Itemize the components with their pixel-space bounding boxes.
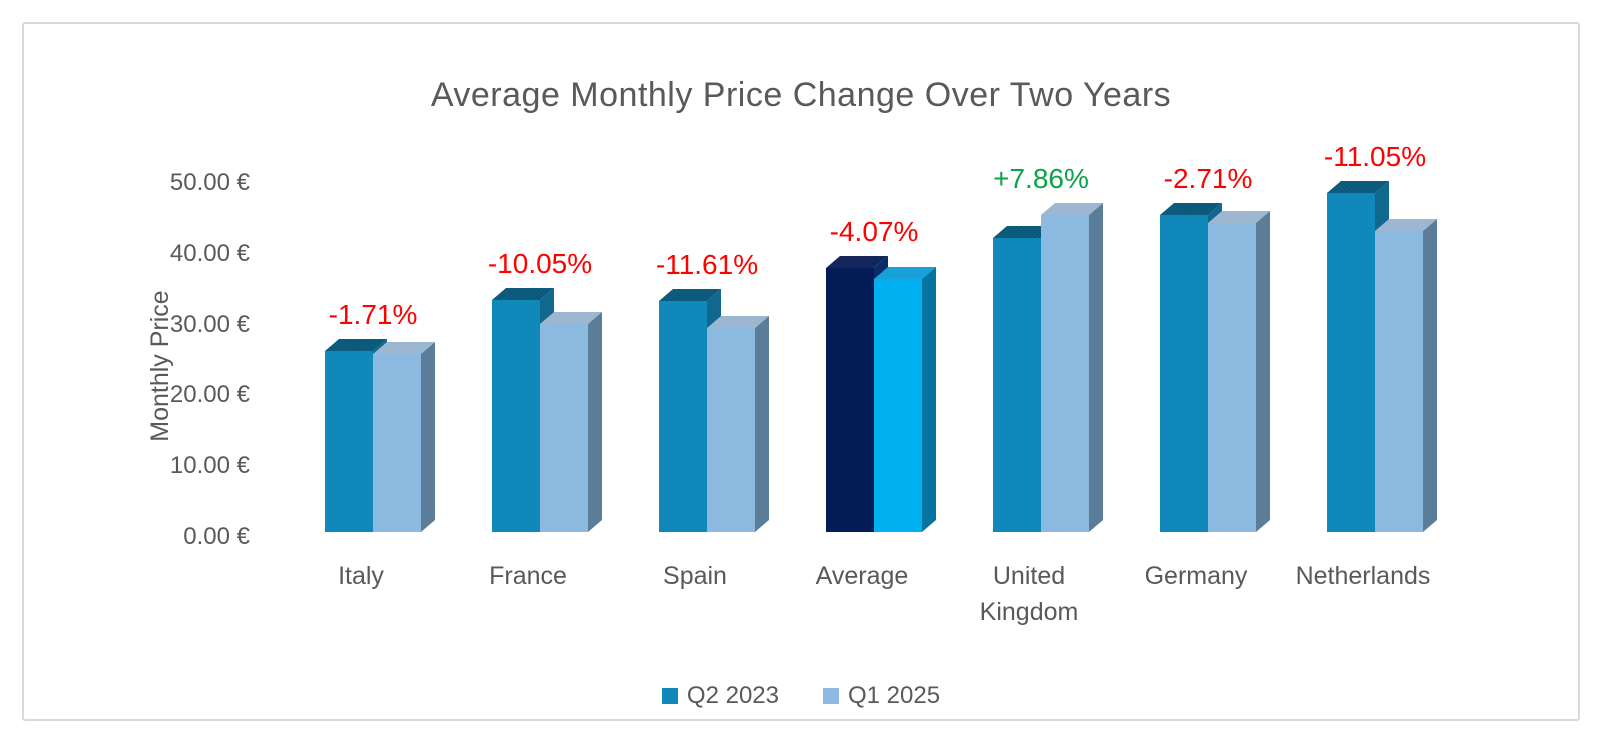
category-label-netherlands: Netherlands: [1295, 562, 1431, 590]
y-tick-label: 30.00 €: [169, 310, 250, 338]
category-label-united-kingdom: United Kingdom: [979, 562, 1079, 626]
y-tick-label: 50.00 €: [169, 169, 250, 196]
bar-top-face: [1375, 219, 1437, 231]
bar-side-face: [588, 312, 602, 532]
y-tick-label: 20.00 €: [169, 381, 250, 409]
y-tick-label: 40.00 €: [169, 239, 250, 267]
bar-side-face: [421, 342, 435, 532]
category-label-germany: Germany: [1144, 562, 1248, 590]
bar-top-face: [874, 267, 936, 279]
legend-item-q2-2023: Q2 2023: [661, 682, 779, 710]
bar-side-face: [1089, 203, 1103, 532]
bar-front-face: [1041, 215, 1089, 532]
bar-top-face: [325, 339, 387, 351]
bar-q2-2023-netherlands: [1327, 181, 1389, 532]
category-label-average: Average: [815, 562, 909, 590]
bar-front-face: [874, 279, 922, 532]
bar-front-face: [1375, 231, 1423, 532]
change-label-average: -4.07%: [829, 216, 919, 247]
change-label-france: -10.05%: [487, 248, 593, 279]
bar-top-face: [1327, 181, 1389, 193]
legend-item-q1-2025: Q1 2025: [823, 682, 940, 710]
bar-front-face: [373, 354, 421, 532]
bar-top-face: [659, 289, 721, 301]
bar-side-face: [1256, 211, 1270, 532]
bar-top-face: [707, 316, 769, 328]
y-axis-title: Monthly Price: [146, 290, 174, 442]
bar-front-face: [1208, 223, 1256, 532]
category-label-spain: Spain: [663, 562, 727, 590]
bar-front-face: [1327, 193, 1375, 532]
change-label-italy: -1.71%: [328, 299, 418, 330]
bar-side-face: [1423, 219, 1437, 532]
bar-top-face: [993, 226, 1055, 238]
bar-q2-2023-germany: [1160, 203, 1222, 532]
change-label-spain: -11.61%: [655, 249, 759, 280]
bar-q2-2023-italy: [325, 339, 387, 532]
bar-q2-2023-spain: [659, 289, 721, 532]
bar-top-face: [826, 256, 888, 268]
bar-q1-2025-germany: [1208, 211, 1270, 532]
bar-q1-2025-spain: [707, 316, 769, 532]
bar-front-face: [1160, 215, 1208, 532]
bar-top-face: [1041, 203, 1103, 215]
y-tick-label: 0.00 €: [183, 523, 250, 550]
bar-front-face: [659, 301, 707, 532]
bar-q2-2023-united-kingdom: [993, 226, 1055, 532]
y-tick-label: 10.00 €: [169, 452, 250, 480]
bar-front-face: [707, 328, 755, 532]
bar-front-face: [492, 300, 540, 532]
chart-title: Average Monthly Price Change Over Two Ye…: [430, 76, 1172, 114]
bar-q1-2025-netherlands: [1375, 219, 1437, 532]
legend-swatch-q2-2023: [661, 688, 678, 704]
bar-q1-2025-average: [874, 267, 936, 532]
bar-top-face: [1160, 203, 1222, 215]
bar-q1-2025-italy: [373, 342, 435, 532]
change-label-netherlands: -11.05%: [1323, 141, 1427, 172]
change-label-germany: -2.71%: [1163, 163, 1253, 194]
bar-front-face: [993, 238, 1041, 532]
legend: Q2 2023 Q1 2025: [24, 682, 1578, 710]
legend-swatch-q1-2025: [823, 688, 839, 704]
bar-q1-2025-united-kingdom: [1041, 203, 1103, 532]
category-label-france: France: [489, 562, 567, 590]
bar-q1-2025-france: [540, 312, 602, 532]
bar-top-face: [492, 288, 554, 300]
chart-frame: Average Monthly Price Change Over Two Ye…: [22, 22, 1580, 721]
bar-top-face: [540, 312, 602, 324]
bar-q2-2023-france: [492, 288, 554, 532]
bar-side-face: [922, 267, 936, 532]
bar-front-face: [826, 268, 874, 532]
bar-top-face: [373, 342, 435, 354]
change-label-united-kingdom: +7.86%: [993, 163, 1089, 194]
bar-top-face: [1208, 211, 1270, 223]
legend-label-q2-2023: Q2 2023: [686, 682, 779, 709]
bar-q2-2023-average: [826, 256, 888, 532]
category-label-italy: Italy: [338, 562, 384, 590]
bar-front-face: [325, 351, 373, 532]
bar-side-face: [755, 316, 769, 532]
legend-label-q1-2025: Q1 2025: [848, 682, 941, 709]
bar-front-face: [540, 324, 588, 532]
